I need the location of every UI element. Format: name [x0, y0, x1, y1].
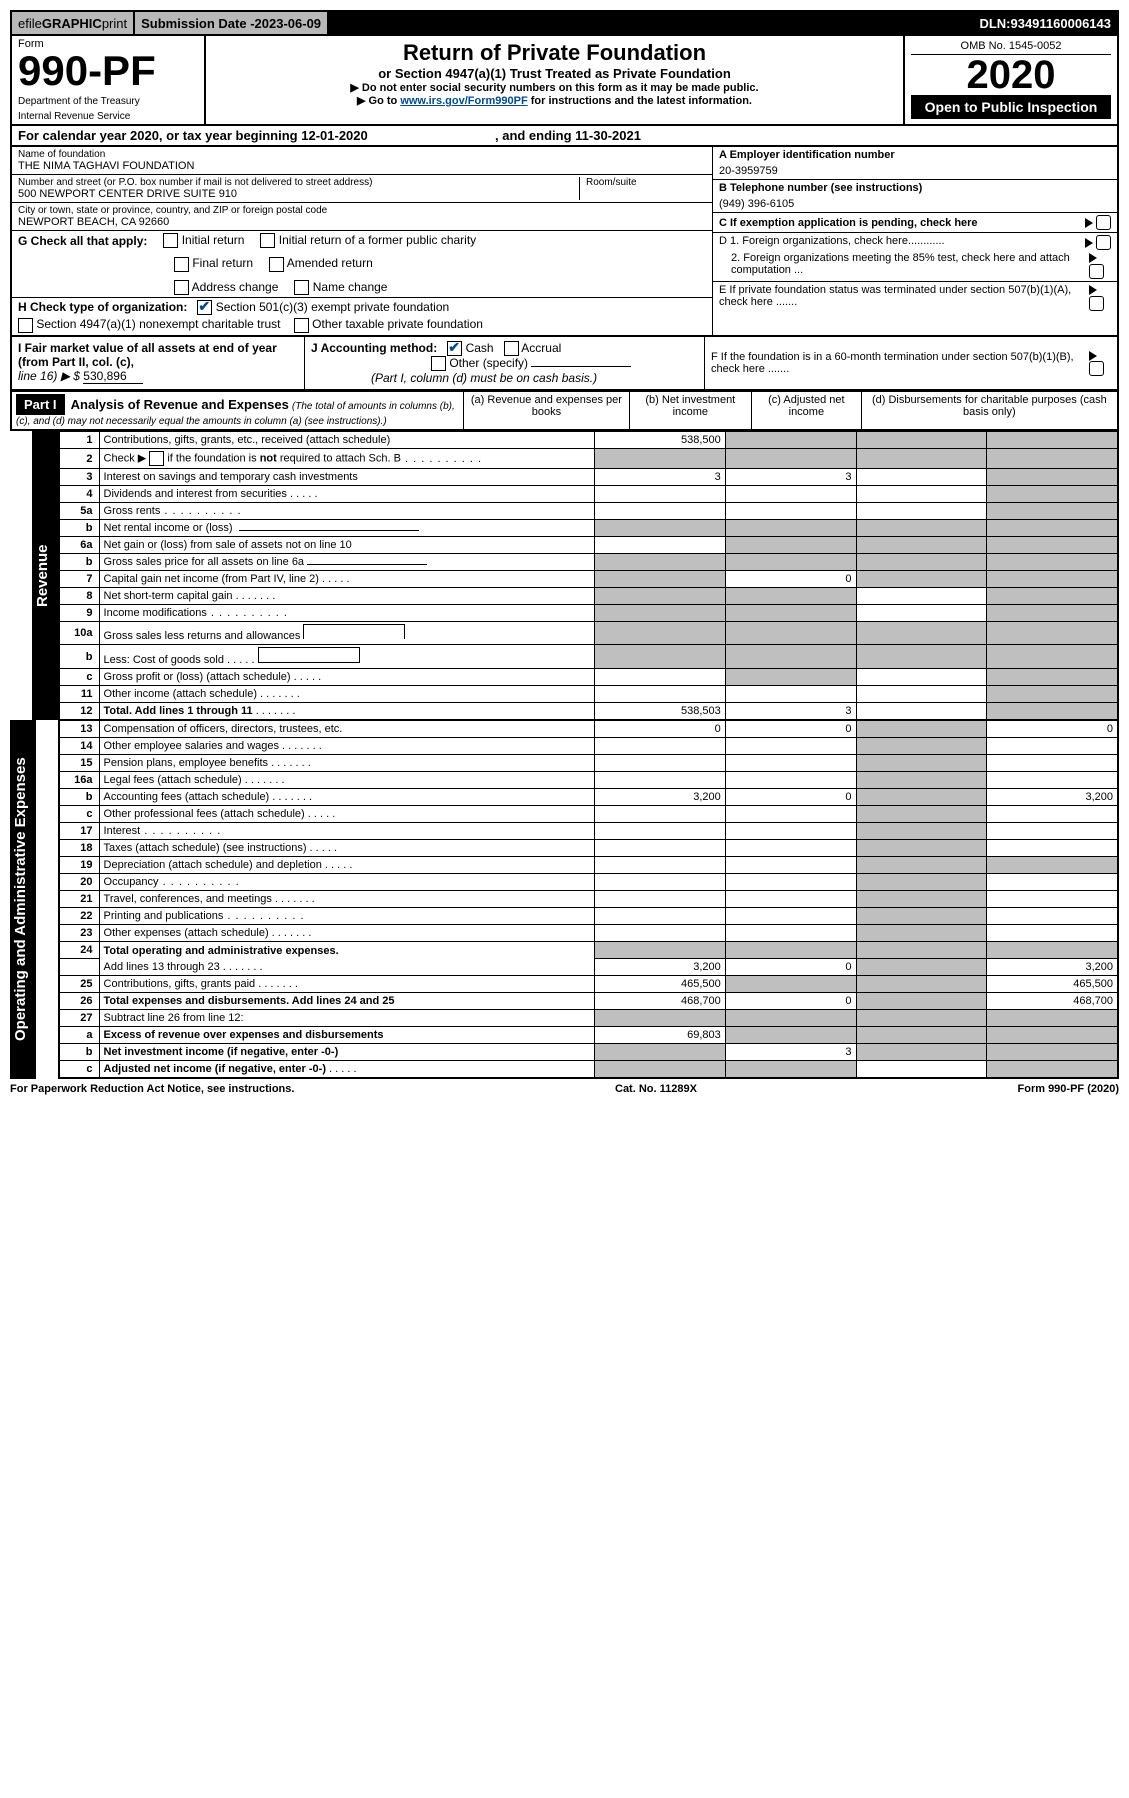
col-d-header: (d) Disbursements for charitable purpose… — [861, 392, 1118, 431]
i-label: I Fair market value of all assets at end… — [18, 341, 277, 369]
efile-badge: efile GRAPHIC print — [12, 12, 135, 34]
final-return-checkbox[interactable] — [174, 257, 189, 272]
g-label: G Check all that apply: — [18, 234, 147, 248]
page-footer: For Paperwork Reduction Act Notice, see … — [10, 1079, 1119, 1095]
catalog-number: Cat. No. 11289X — [615, 1083, 697, 1095]
j-cash-checkbox[interactable] — [447, 341, 462, 356]
room-label: Room/suite — [586, 177, 706, 188]
h-4947-checkbox[interactable] — [18, 318, 33, 333]
part1-badge: Part I — [16, 394, 65, 415]
paperwork-notice: For Paperwork Reduction Act Notice, see … — [10, 1083, 294, 1095]
f-label: F If the foundation is in a 60-month ter… — [711, 351, 1089, 375]
d2-label: 2. Foreign organizations meeting the 85%… — [719, 252, 1089, 279]
dln: DLN: 93491160006143 — [973, 12, 1117, 34]
h-label: H Check type of organization: — [18, 300, 187, 314]
c-checkbox[interactable] — [1096, 215, 1111, 230]
initial-former-checkbox[interactable] — [260, 233, 275, 248]
j-label: J Accounting method: — [311, 341, 437, 355]
address-label: Number and street (or P.O. box number if… — [18, 177, 579, 188]
phone-value: (949) 396-6105 — [719, 194, 1111, 210]
initial-return-checkbox[interactable] — [163, 233, 178, 248]
ein-label: A Employer identification number — [719, 149, 895, 161]
d1-label: D 1. Foreign organizations, check here..… — [719, 235, 945, 250]
part1-table: Part I Analysis of Revenue and Expenses … — [10, 391, 1119, 431]
e-checkbox[interactable] — [1089, 296, 1104, 311]
amended-return-checkbox[interactable] — [269, 257, 284, 272]
part1-title: Analysis of Revenue and Expenses — [71, 397, 289, 412]
d1-checkbox[interactable] — [1096, 235, 1111, 250]
dept-treasury: Department of the Treasury — [18, 96, 198, 107]
i-value: 530,896 — [83, 369, 143, 384]
form-title: Return of Private Foundation — [212, 40, 897, 66]
open-public-badge: Open to Public Inspection — [911, 95, 1111, 119]
f-checkbox[interactable] — [1089, 361, 1104, 376]
expenses-side-label: Operating and Administrative Expenses — [10, 720, 36, 1079]
instruction-1: ▶ Do not enter social security numbers o… — [212, 81, 897, 94]
form-number: 990-PF — [18, 50, 198, 92]
revenue-side-label: Revenue — [32, 431, 58, 720]
foundation-name-label: Name of foundation — [18, 149, 706, 160]
tax-year: 2020 — [911, 55, 1111, 95]
submission-date: Submission Date - 2023-06-09 — [135, 12, 329, 34]
col-b-header: (b) Net investment income — [629, 392, 751, 431]
instruction-2: ▶ Go to www.irs.gov/Form990PF for instru… — [212, 94, 897, 107]
city-label: City or town, state or province, country… — [18, 205, 706, 216]
d2-checkbox[interactable] — [1089, 264, 1104, 279]
foundation-name: THE NIMA TAGHAVI FOUNDATION — [18, 160, 706, 172]
ein-value: 20-3959759 — [719, 161, 1111, 177]
expenses-section: Operating and Administrative Expenses 13… — [10, 720, 1119, 1079]
form-footer-label: Form 990-PF (2020) — [1018, 1083, 1120, 1095]
name-change-checkbox[interactable] — [294, 280, 309, 295]
c-label: C If exemption application is pending, c… — [719, 217, 978, 229]
calendar-year-row: For calendar year 2020, or tax year begi… — [10, 126, 1119, 147]
col-c-header: (c) Adjusted net income — [752, 392, 862, 431]
top-bar: efile GRAPHIC print Submission Date - 20… — [10, 10, 1119, 36]
address: 500 NEWPORT CENTER DRIVE SUITE 910 — [18, 188, 579, 200]
entity-info-block: Name of foundation THE NIMA TAGHAVI FOUN… — [10, 147, 1119, 337]
h-501c3-checkbox[interactable] — [197, 300, 212, 315]
j-accrual-checkbox[interactable] — [504, 341, 519, 356]
form-subtitle: or Section 4947(a)(1) Trust Treated as P… — [212, 66, 897, 81]
h-other-checkbox[interactable] — [294, 318, 309, 333]
schb-checkbox[interactable] — [149, 451, 164, 466]
irs-label: Internal Revenue Service — [18, 111, 198, 122]
form-link[interactable]: www.irs.gov/Form990PF — [400, 95, 527, 107]
e-label: E If private foundation status was termi… — [719, 284, 1089, 311]
col-a-header: (a) Revenue and expenses per books — [464, 392, 629, 431]
address-change-checkbox[interactable] — [174, 280, 189, 295]
phone-label: B Telephone number (see instructions) — [719, 182, 922, 194]
ijf-row: I Fair market value of all assets at end… — [10, 337, 1119, 392]
j-note: (Part I, column (d) must be on cash basi… — [371, 371, 597, 385]
form-header: Form 990-PF Department of the Treasury I… — [10, 36, 1119, 126]
j-other-checkbox[interactable] — [431, 356, 446, 371]
city: NEWPORT BEACH, CA 92660 — [18, 216, 706, 228]
revenue-section: Revenue 1Contributions, gifts, grants, e… — [10, 431, 1119, 720]
